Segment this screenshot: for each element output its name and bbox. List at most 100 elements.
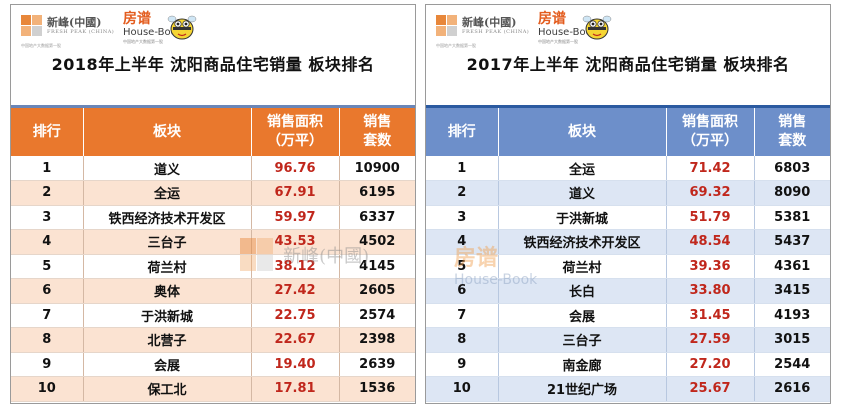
table-row: 9 南金廊 27.20 2544 — [426, 352, 830, 377]
rank-cell: 3 — [426, 205, 499, 230]
district-cell: 北营子 — [83, 327, 252, 353]
district-cell: 会展 — [498, 303, 667, 328]
units-cell: 2544 — [754, 352, 830, 377]
table-row: 6 奥体 27.42 2605 — [11, 278, 415, 304]
ranking-panel-2018: 新峰(中國) FRESH PEAK (CHINA) 中国地产大数据第一股 房谱 … — [10, 4, 416, 404]
district-cell: 奥体 — [83, 278, 252, 304]
logo-fang: 房谱 — [123, 11, 151, 27]
units-cell: 4361 — [754, 254, 830, 279]
units-cell: 5437 — [754, 229, 830, 255]
logo-company-cn: 新峰(中國) — [462, 15, 517, 29]
header-area-line2: （万平） — [682, 133, 738, 149]
units-cell: 2616 — [754, 376, 830, 402]
page-title: 2017年上半年 沈阳商品住宅销量 板块排名 — [466, 55, 790, 74]
units-cell: 4193 — [754, 303, 830, 328]
fresh-peak-logo: 新峰(中國) FRESH PEAK (CHINA) 中国地产大数据第一股 — [436, 15, 530, 48]
logo-housebook-sub: 中国地产大数据第一股 — [123, 39, 163, 44]
district-cell: 保工北 — [83, 376, 252, 402]
units-cell: 10900 — [339, 156, 415, 181]
rank-cell: 6 — [11, 278, 84, 304]
district-cell: 全运 — [83, 180, 252, 206]
header-units-line2: 套数 — [363, 133, 392, 149]
rank-cell: 10 — [11, 376, 84, 402]
area-cell: 69.32 — [666, 180, 755, 206]
table-header-row: 排行 板块 销售面积 （万平） 销售 套数 — [426, 108, 830, 156]
units-cell: 1536 — [339, 376, 415, 402]
units-cell: 2605 — [339, 278, 415, 304]
units-cell: 3415 — [754, 278, 830, 304]
rank-cell: 7 — [11, 303, 84, 328]
district-cell: 铁西经济技术开发区 — [83, 205, 252, 230]
fresh-peak-squares-icon — [21, 15, 43, 37]
units-cell: 3015 — [754, 327, 830, 353]
table-row: 5 荷兰村 38.12 4145 — [11, 254, 415, 279]
area-cell: 22.67 — [251, 327, 340, 353]
units-cell: 6337 — [339, 205, 415, 230]
units-cell: 2639 — [339, 352, 415, 377]
logo-company-cn: 新峰(中國) — [47, 15, 102, 29]
header-area: 销售面积 （万平） — [666, 108, 755, 156]
logo-housebook-sub: 中国地产大数据第一股 — [538, 39, 578, 44]
panel-banner: 新峰(中國) FRESH PEAK (CHINA) 中国地产大数据第一股 房谱 … — [426, 5, 830, 108]
header-units: 销售 套数 — [339, 108, 415, 156]
units-cell: 2398 — [339, 327, 415, 353]
units-cell: 6803 — [754, 156, 830, 181]
table-row: 7 于洪新城 22.75 2574 — [11, 303, 415, 328]
district-cell: 长白 — [498, 278, 667, 304]
logo-company-sub: 中国地产大数据第一股 — [436, 43, 476, 48]
header-area: 销售面积 （万平） — [251, 108, 340, 156]
rank-cell: 2 — [11, 180, 84, 206]
rank-cell: 1 — [11, 156, 84, 181]
units-cell: 8090 — [754, 180, 830, 206]
district-cell: 荷兰村 — [498, 254, 667, 279]
ranking-table: 排行 板块 销售面积 （万平） 销售 套数 1 全运 71.42 6803 2 道义 69.3… — [426, 108, 830, 402]
rank-cell: 10 — [426, 376, 499, 402]
district-cell: 铁西经济技术开发区 — [498, 229, 667, 255]
header-area-line1: 销售面积 — [682, 114, 738, 130]
rank-cell: 4 — [426, 229, 499, 255]
area-cell: 38.12 — [251, 254, 340, 279]
area-cell: 22.75 — [251, 303, 340, 328]
area-cell: 27.59 — [666, 327, 755, 353]
rank-cell: 9 — [426, 352, 499, 377]
rank-cell: 6 — [426, 278, 499, 304]
district-cell: 道义 — [498, 180, 667, 206]
ranking-table: 排行 板块 销售面积 （万平） 销售 套数 1 道义 96.76 10900 2 全运 67.… — [11, 108, 415, 402]
units-cell: 4502 — [339, 229, 415, 255]
area-cell: 25.67 — [666, 376, 755, 402]
area-cell: 39.36 — [666, 254, 755, 279]
page-title: 2018年上半年 沈阳商品住宅销量 板块排名 — [51, 55, 375, 74]
header-rank: 排行 — [426, 108, 499, 156]
table-row: 3 于洪新城 51.79 5381 — [426, 205, 830, 230]
header-units-line2: 套数 — [778, 133, 807, 149]
rank-cell: 8 — [426, 327, 499, 353]
header-area-line2: （万平） — [267, 133, 323, 149]
table-row: 8 北营子 22.67 2398 — [11, 327, 415, 353]
district-cell: 南金廊 — [498, 352, 667, 377]
header-units-line1: 销售 — [363, 114, 392, 130]
area-cell: 71.42 — [666, 156, 755, 181]
area-cell: 96.76 — [251, 156, 340, 181]
header-units: 销售 套数 — [754, 108, 830, 156]
district-cell: 三台子 — [498, 327, 667, 353]
rank-cell: 3 — [11, 205, 84, 230]
table-row: 5 荷兰村 39.36 4361 — [426, 254, 830, 279]
district-cell: 于洪新城 — [498, 205, 667, 230]
district-cell: 于洪新城 — [83, 303, 252, 328]
rank-cell: 4 — [11, 229, 84, 255]
units-cell: 4145 — [339, 254, 415, 279]
rank-cell: 7 — [426, 303, 499, 328]
rank-cell: 9 — [11, 352, 84, 377]
logo-company-en: FRESH PEAK (CHINA) — [462, 28, 530, 35]
table-row: 1 全运 71.42 6803 — [426, 156, 830, 181]
table-row: 6 长白 33.80 3415 — [426, 278, 830, 304]
logo-company-sub: 中国地产大数据第一股 — [21, 43, 61, 48]
district-cell: 荷兰村 — [83, 254, 252, 279]
units-cell: 2574 — [339, 303, 415, 328]
rank-cell: 8 — [11, 327, 84, 353]
table-row: 10 保工北 17.81 1536 — [11, 376, 415, 402]
district-cell: 会展 — [83, 352, 252, 377]
district-cell: 道义 — [83, 156, 252, 181]
logo-company-en: FRESH PEAK (CHINA) — [47, 28, 115, 35]
district-cell: 全运 — [498, 156, 667, 181]
